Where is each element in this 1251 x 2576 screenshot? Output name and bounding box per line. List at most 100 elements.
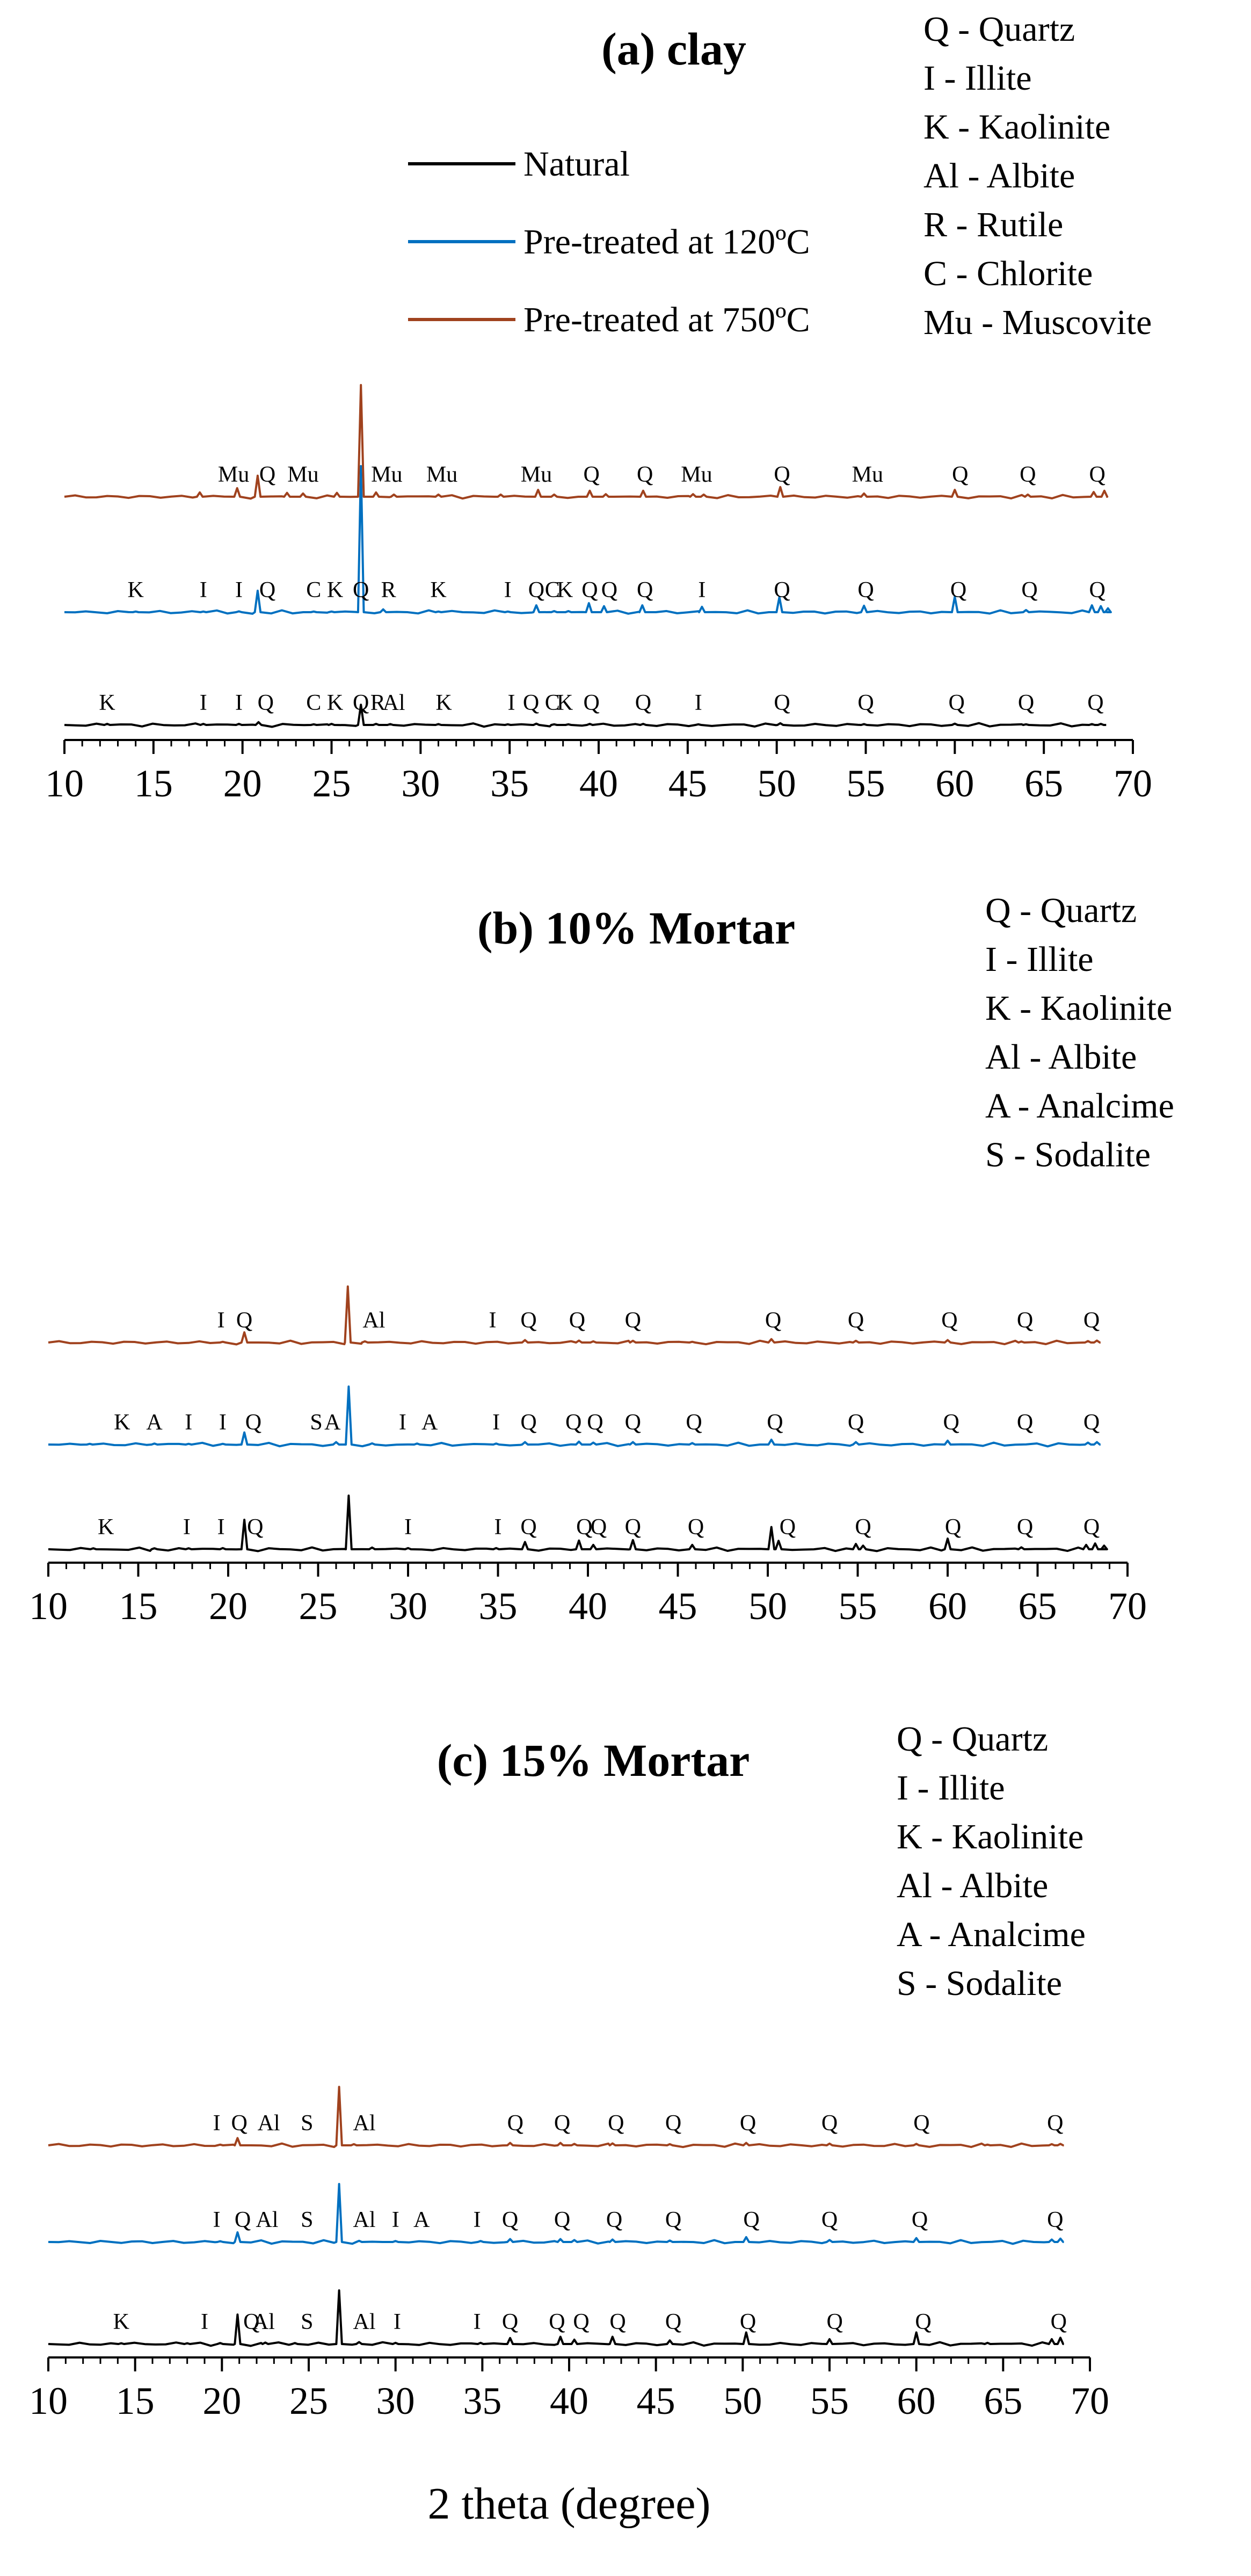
peak-mark bbox=[154, 1547, 156, 1549]
mineral-key-item: Q - Quartz bbox=[897, 1719, 1048, 1759]
peak-mark bbox=[1103, 490, 1105, 492]
peak-label: Q bbox=[554, 2208, 570, 2232]
peak-mark bbox=[947, 1440, 949, 1442]
mineral-key-item: I - Illite bbox=[897, 1768, 1005, 1808]
peak-label: Q bbox=[549, 2310, 565, 2334]
peak-mark bbox=[954, 723, 956, 725]
x-tick-label: 40 bbox=[579, 762, 618, 805]
peak-mark bbox=[438, 723, 439, 725]
peak-label: Q bbox=[581, 578, 598, 603]
peak-mark bbox=[236, 2231, 238, 2233]
panel-2: (b) 10% Mortar Q - Quartz I - Illite K - Ka… bbox=[29, 891, 1174, 1628]
peak-label: Al bbox=[353, 2111, 376, 2136]
mineral-key-item: I - Illite bbox=[923, 59, 1032, 98]
peak-label: I bbox=[213, 2208, 221, 2232]
peak-mark bbox=[1100, 605, 1102, 607]
peak-label: Q bbox=[625, 1410, 641, 1435]
peak-label: Q bbox=[941, 1308, 957, 1333]
peak-label: A bbox=[413, 2208, 430, 2232]
peak-label: Q bbox=[587, 1410, 603, 1435]
mineral-key-item: A - Analcime bbox=[897, 1915, 1086, 1954]
peak-mark bbox=[588, 490, 591, 492]
peak-mark bbox=[642, 723, 644, 725]
peak-label: Q bbox=[686, 1410, 702, 1435]
peak-label: I bbox=[183, 1515, 191, 1540]
peak-label: C bbox=[306, 578, 321, 603]
peak-mark bbox=[559, 2238, 562, 2240]
peak-mark bbox=[605, 493, 607, 495]
peak-mark bbox=[669, 2339, 671, 2341]
peak-label: Q bbox=[637, 578, 653, 603]
series-trace bbox=[48, 1494, 1108, 1552]
peak-mark bbox=[568, 610, 570, 612]
legend-label: Natural bbox=[523, 144, 630, 184]
peak-mark bbox=[573, 2339, 576, 2341]
peak-mark bbox=[553, 723, 555, 725]
peak-mark bbox=[219, 2240, 221, 2243]
peak-label: Q bbox=[247, 1515, 263, 1540]
peak-mark bbox=[537, 489, 539, 491]
peak-mark bbox=[632, 1340, 634, 1342]
peak-mark bbox=[954, 489, 956, 491]
peak-label: Q bbox=[353, 691, 369, 715]
mineral-key-item: Al - Albite bbox=[923, 156, 1075, 195]
mineral-key-item: K - Kaolinite bbox=[897, 1817, 1083, 1856]
peak-mark bbox=[338, 2289, 340, 2291]
peak-label: Al bbox=[383, 691, 405, 715]
peak-label: Q bbox=[1017, 1308, 1033, 1333]
peak-label: Q bbox=[584, 462, 600, 487]
peak-mark bbox=[238, 723, 240, 725]
peak-mark bbox=[1100, 723, 1102, 725]
peak-label: Q bbox=[1047, 2208, 1063, 2232]
peak-label: Q bbox=[520, 1308, 536, 1333]
peak-mark bbox=[407, 1547, 409, 1549]
peak-label: Q bbox=[1089, 462, 1105, 487]
peak-label: Q bbox=[848, 1410, 864, 1435]
peak-mark bbox=[691, 1544, 693, 1546]
peak-label: I bbox=[474, 2208, 481, 2232]
peak-label: Q bbox=[857, 691, 874, 715]
peak-mark bbox=[154, 1442, 156, 1445]
peak-mark bbox=[509, 2142, 511, 2144]
series-trace bbox=[64, 384, 1109, 500]
x-tick-label: 10 bbox=[29, 2379, 68, 2422]
peak-mark bbox=[338, 2086, 340, 2088]
peak-mark bbox=[106, 723, 108, 725]
peak-mark bbox=[236, 2313, 238, 2316]
peak-label: A bbox=[421, 1410, 438, 1435]
peak-label: K bbox=[98, 1515, 114, 1540]
peak-mark bbox=[915, 2331, 918, 2333]
peak-mark bbox=[777, 1540, 780, 1542]
peak-mark bbox=[863, 605, 865, 607]
peak-label: Q bbox=[821, 2208, 838, 2232]
peak-label: Q bbox=[608, 2111, 624, 2136]
x-tick-label: 50 bbox=[748, 1585, 787, 1628]
peak-mark bbox=[186, 2342, 188, 2345]
peak-label: I bbox=[698, 578, 705, 603]
peak-mark bbox=[347, 1286, 349, 1288]
peak-label: Mu bbox=[218, 462, 249, 487]
x-tick-label: 65 bbox=[984, 2379, 1022, 2422]
panel-1: (a) clay Q - Quartz I - Illite K - Kaolinit… bbox=[45, 10, 1152, 805]
mineral-key-item: K - Kaolinite bbox=[985, 989, 1172, 1028]
peak-mark bbox=[863, 723, 865, 725]
peak-mark bbox=[375, 491, 377, 494]
peak-label: R bbox=[370, 691, 386, 715]
peak-mark bbox=[358, 2240, 360, 2242]
peak-mark bbox=[1087, 1441, 1089, 1443]
peak-mark bbox=[382, 608, 384, 611]
peak-label: Q bbox=[949, 691, 965, 715]
peak-label: Q bbox=[606, 2208, 622, 2232]
peak-mark bbox=[1085, 1544, 1087, 1546]
peak-label: Q bbox=[1083, 1308, 1100, 1333]
peak-label: I bbox=[201, 2310, 208, 2334]
peak-label: Q bbox=[507, 2111, 523, 2136]
peak-label: Q bbox=[780, 1515, 796, 1540]
x-tick-label: 70 bbox=[1114, 762, 1152, 805]
peak-mark bbox=[1020, 1546, 1022, 1548]
peak-label: Al bbox=[353, 2208, 376, 2232]
peak-label: I bbox=[494, 1515, 502, 1540]
peak-label: Q bbox=[774, 691, 790, 715]
x-tick-label: 30 bbox=[376, 2379, 415, 2422]
